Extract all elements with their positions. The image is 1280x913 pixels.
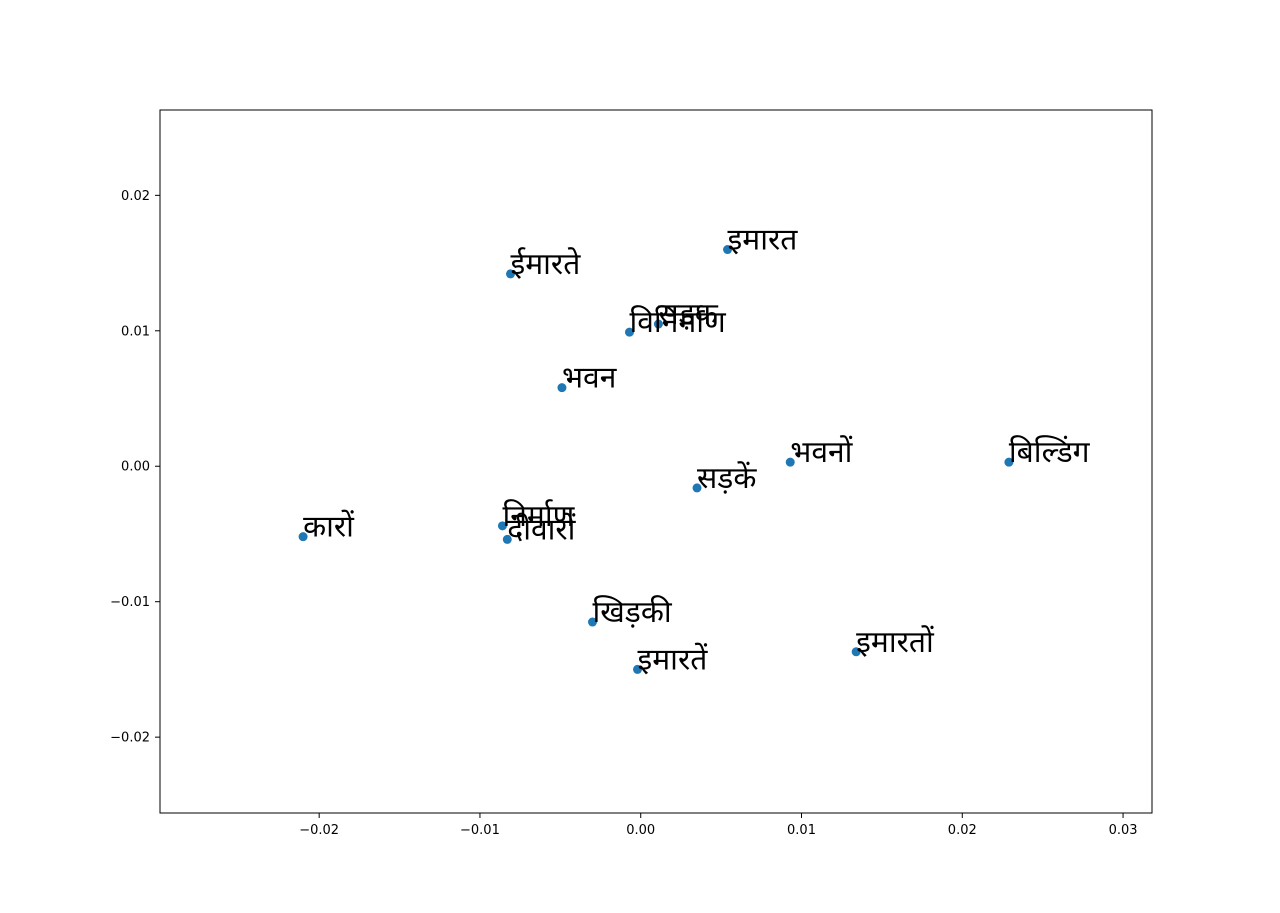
point-label: बिल्डिंग (1009, 435, 1091, 470)
point-label: सड़क (658, 297, 718, 332)
data-point (624, 327, 634, 337)
x-tick-label: −0.01 (460, 823, 500, 838)
points-layer (298, 245, 1014, 674)
data-point (653, 319, 663, 329)
y-tick-label: −0.01 (110, 595, 150, 610)
data-point (692, 483, 702, 493)
point-label: ईमारते (510, 247, 581, 282)
data-point (723, 245, 733, 255)
x-tick-label: 0.02 (948, 823, 977, 838)
data-point (851, 647, 861, 657)
point-label: इमारतों (856, 625, 935, 660)
data-point (633, 664, 643, 674)
point-label: खिड़की (592, 595, 672, 630)
y-tick-label: 0.00 (121, 460, 150, 475)
point-label: निर्माण (502, 499, 575, 534)
point-label: भवनों (790, 435, 853, 470)
axes-layer: −0.02 −0.01 0.00 0.01 0.02 0.03 −0.02 −0.01 0.00… (110, 189, 1137, 838)
point-label: विनिर्माण (629, 305, 727, 340)
y-tick-label: 0.01 (121, 324, 150, 339)
x-tick-label: −0.02 (299, 823, 339, 838)
data-point (502, 534, 512, 544)
point-label: भवन (562, 361, 618, 396)
data-point (497, 521, 507, 531)
data-point (1004, 457, 1014, 467)
point-label: इमारत (728, 223, 799, 258)
y-tick-label: −0.02 (110, 731, 150, 746)
data-point (557, 383, 567, 393)
data-point (785, 457, 795, 467)
x-tick-label: 0.03 (1109, 823, 1138, 838)
x-tick-label: 0.01 (787, 823, 816, 838)
y-tick-label: 0.02 (121, 189, 150, 204)
x-tick-label: 0.00 (626, 823, 655, 838)
labels-layer: इमारत ईमारते सड़कविनिर्माण भवन भवनों बिल्डिंग… (303, 223, 1091, 678)
point-label: कारों (303, 510, 355, 545)
point-label: इमारतें (638, 642, 709, 677)
data-point (587, 617, 597, 627)
axes-frame (159, 109, 1153, 814)
data-point (505, 269, 515, 279)
point-label: दीवारों (507, 512, 576, 547)
data-point (298, 532, 308, 542)
point-label: सड़कें (697, 461, 757, 496)
